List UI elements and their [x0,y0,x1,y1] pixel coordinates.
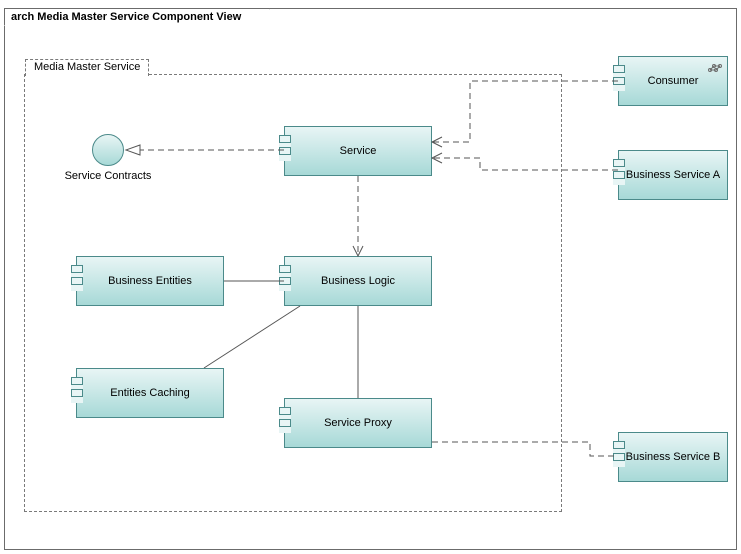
interface-circle [92,134,124,166]
component-label: Business Service A [626,169,720,181]
diagram-canvas: arch Media Master Service Component View… [0,0,741,554]
component-port-icon [279,407,291,433]
component-bs-b: Business Service B [618,432,728,482]
component-biz-entities: Business Entities [76,256,224,306]
interface-label: Service Contracts [53,170,163,182]
component-port-icon [71,265,83,291]
component-biz-logic: Business Logic [284,256,432,306]
package-title-tab: Media Master Service [25,59,149,76]
component-label: Service [340,145,377,157]
component-port-icon [279,135,291,161]
component-port-icon [613,65,625,91]
component-label: Entities Caching [110,387,190,399]
package-title-text: Media Master Service [34,61,140,73]
component-label: Service Proxy [324,417,392,429]
component-port-icon [279,265,291,291]
frame-title-tab: arch Media Master Service Component View [4,8,270,26]
node-icon [707,61,723,73]
component-svc-proxy: Service Proxy [284,398,432,448]
component-bs-a: Business Service A [618,150,728,200]
component-port-icon [613,159,625,185]
component-label: Business Logic [321,275,395,287]
component-ent-caching: Entities Caching [76,368,224,418]
component-label: Business Entities [108,275,192,287]
component-label: Business Service B [626,451,721,463]
component-port-icon [613,441,625,467]
component-port-icon [71,377,83,403]
frame-title-text: arch Media Master Service Component View [11,11,241,23]
component-label: Consumer [648,75,699,87]
component-service: Service [284,126,432,176]
component-consumer: Consumer [618,56,728,106]
